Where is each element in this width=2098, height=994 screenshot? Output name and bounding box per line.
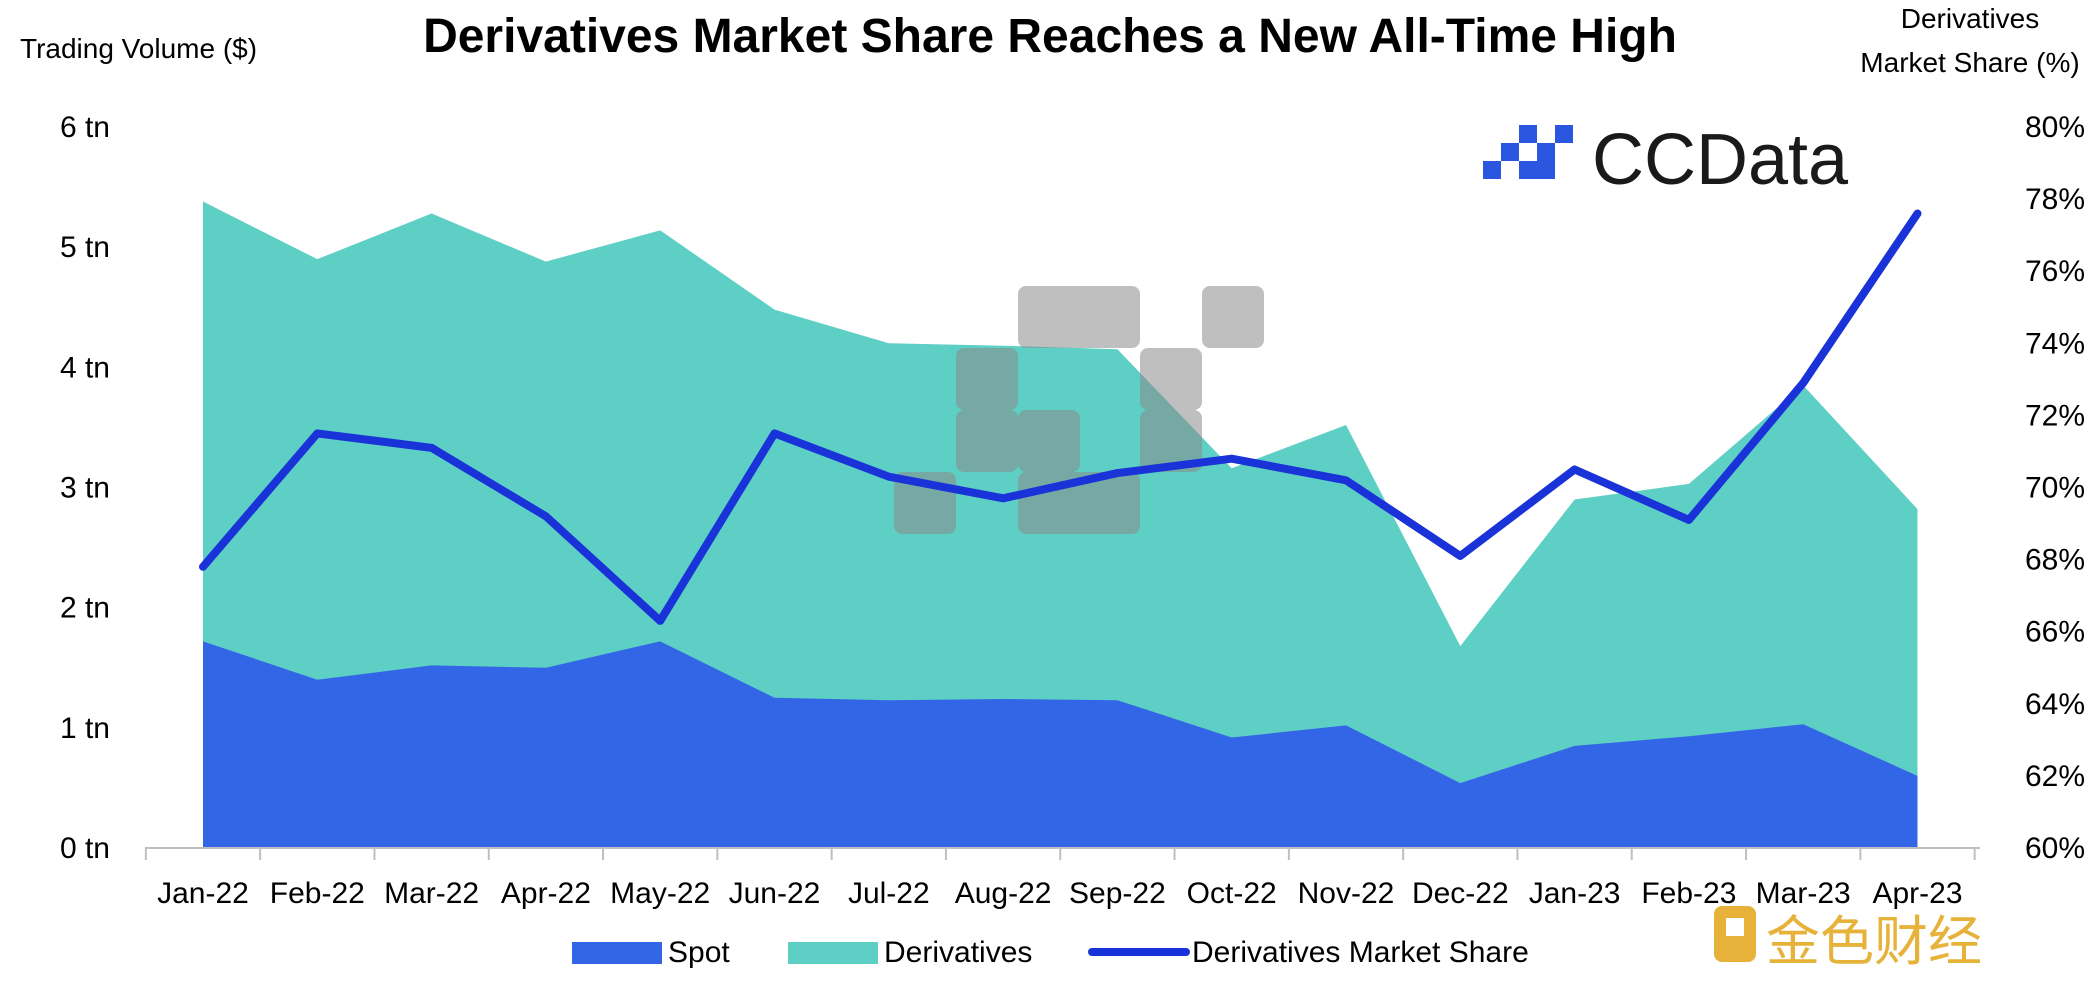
watermark-block <box>1018 286 1140 348</box>
area-spot <box>203 641 1918 848</box>
line-market-share <box>199 209 1922 625</box>
x-axis-tick-label: Apr-22 <box>501 877 591 910</box>
right-axis-label-line2: Market Share (%) <box>1860 47 2079 78</box>
corner-mark-text: 金色财经 <box>1766 910 1982 973</box>
right-axis-tick-label: 60% <box>2025 832 2085 865</box>
right-axis-ticks: 60% 62% 64% 66% 68% 70% 72% 74% 76% 78% 80% <box>2025 111 2085 865</box>
x-axis-tick-label: Feb-22 <box>270 877 365 910</box>
right-axis-label-line1: Derivatives <box>1901 3 2039 34</box>
left-axis-ticks: 0 tn 1 tn 2 tn 3 tn 4 tn 5 tn 6 tn <box>60 111 110 865</box>
right-axis-tick-label: 78% <box>2025 183 2085 216</box>
watermark-block <box>1202 286 1264 348</box>
left-axis-tick-label: 4 tn <box>60 351 110 384</box>
x-axis-tick-label: Mar-22 <box>384 877 479 910</box>
left-axis-tick-label: 3 tn <box>60 472 110 505</box>
left-axis-tick-label: 2 tn <box>60 592 110 625</box>
axes <box>144 847 1980 860</box>
legend: Spot Derivatives Derivatives Market Shar… <box>572 936 1529 969</box>
right-axis-tick-label: 62% <box>2025 760 2085 793</box>
x-axis-tick-label: Jun-22 <box>729 877 821 910</box>
right-axis-tick-label: 74% <box>2025 327 2085 360</box>
watermark-block <box>1018 410 1080 472</box>
legend-label-derivatives: Derivatives <box>884 936 1032 969</box>
chart-title: Derivatives Market Share Reaches a New A… <box>423 10 1677 63</box>
x-axis-tick-label: Oct-22 <box>1187 877 1277 910</box>
right-axis-tick-label: 66% <box>2025 616 2085 649</box>
left-axis-tick-label: 1 tn <box>60 712 110 745</box>
x-axis-tick-label: Feb-23 <box>1641 877 1736 910</box>
x-axis-tick-label: Aug-22 <box>955 877 1052 910</box>
line-layer <box>199 209 1922 625</box>
legend-label-market-share: Derivatives Market Share <box>1192 936 1529 969</box>
x-axis-tick-label: May-22 <box>610 877 710 910</box>
x-axis-ticks: Jan-22 Feb-22 Mar-22 Apr-22 May-22 Jun-22 Jul-… <box>157 877 1962 910</box>
brand-name: CCData <box>1592 120 1849 200</box>
right-axis-tick-label: 64% <box>2025 688 2085 721</box>
watermark-block <box>1140 410 1202 472</box>
watermark-block <box>1140 348 1202 410</box>
right-axis-tick-label: 80% <box>2025 111 2085 144</box>
right-axis-tick-label: 70% <box>2025 472 2085 505</box>
x-axis-tick-label: Dec-22 <box>1412 877 1509 910</box>
brand-logo-icon <box>1483 125 1573 179</box>
watermark-block <box>956 410 1018 472</box>
x-axis-tick-label: Sep-22 <box>1069 877 1166 910</box>
x-axis-tick-label: Jan-22 <box>157 877 249 910</box>
brand-logo: CCData <box>1483 120 1849 200</box>
right-axis-tick-label: 72% <box>2025 399 2085 432</box>
watermark-block <box>956 348 1018 410</box>
legend-swatch-derivatives <box>788 942 878 964</box>
x-axis-tick-label: Jul-22 <box>848 877 930 910</box>
left-axis-tick-label: 5 tn <box>60 231 110 264</box>
left-axis-tick-label: 0 tn <box>60 832 110 865</box>
left-axis-label: Trading Volume ($) <box>20 33 257 64</box>
corner-mark: 金色财经 <box>1714 906 1982 973</box>
x-axis-tick-label: Jan-23 <box>1529 877 1621 910</box>
right-axis-tick-label: 76% <box>2025 255 2085 288</box>
left-axis-tick-label: 6 tn <box>60 111 110 144</box>
right-axis-tick-label: 68% <box>2025 544 2085 577</box>
x-axis-tick-label: Mar-23 <box>1756 877 1851 910</box>
legend-label-spot: Spot <box>668 936 730 969</box>
legend-swatch-spot <box>572 942 662 964</box>
x-axis-tick-label: Apr-23 <box>1872 877 1962 910</box>
x-axis-tick-label: Nov-22 <box>1298 877 1395 910</box>
